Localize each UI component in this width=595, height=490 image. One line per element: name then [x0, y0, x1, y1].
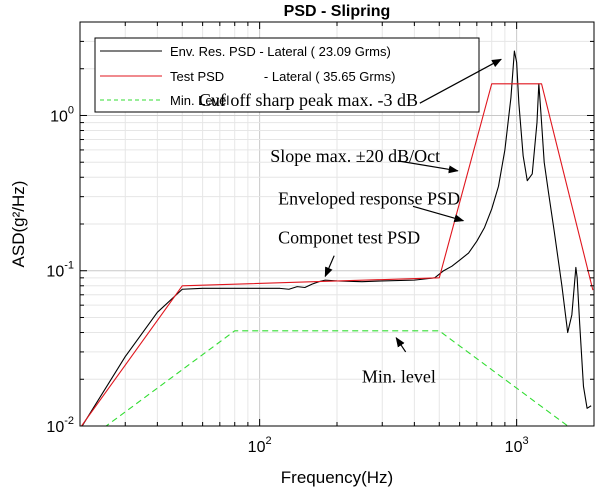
x-tick-label-0: 102 — [248, 435, 272, 456]
series-line-1 — [80, 83, 594, 426]
annotation-arrow-3 — [324, 255, 335, 278]
annotation-label-4: Min. level — [362, 367, 436, 387]
annotations: Cuf off sharp peak max. -3 dB Slope max. … — [199, 58, 502, 387]
x-axis-label: Frequency(Hz) — [281, 468, 393, 487]
y-tick-label-0: 10-2 — [46, 415, 74, 436]
legend-entry-series-2: Min. Level — [170, 93, 229, 108]
series-line-2 — [105, 330, 569, 426]
ticks: 102 103 10-2 10-1 100 — [46, 21, 595, 456]
legend-entry-series-0: Env. Res. PSD - Lateral ( 23.09 Grms) — [170, 44, 391, 59]
y-tick-label-2: 100 — [50, 104, 74, 125]
annotation-label-3: Componet test PSD — [278, 227, 420, 247]
y-axis-label: ASD(g²/Hz) — [9, 181, 28, 268]
annotation-label-2: Enveloped response PSD — [278, 188, 460, 208]
annotation-arrow-1 — [397, 160, 459, 174]
series-layer — [80, 50, 594, 426]
y-tick-label-1: 10-1 — [46, 260, 74, 281]
chart-title: PSD - Slipring — [284, 3, 391, 20]
annotation-arrow-0 — [419, 58, 502, 104]
annotation-arrow-4 — [395, 336, 407, 353]
annotation-arrow-2 — [412, 205, 465, 223]
annotation-label-1: Slope max. ±20 dB/Oct — [270, 146, 440, 166]
legend: Env. Res. PSD - Lateral ( 23.09 Grms) Te… — [94, 37, 480, 113]
annotation-label-0: Cuf off sharp peak max. -3 dB — [199, 90, 418, 110]
x-tick-label-1: 103 — [505, 435, 529, 456]
series-line-0 — [81, 50, 592, 426]
legend-entry-series-1: Test PSD - Lateral ( 35.65 Grms) — [170, 69, 395, 84]
